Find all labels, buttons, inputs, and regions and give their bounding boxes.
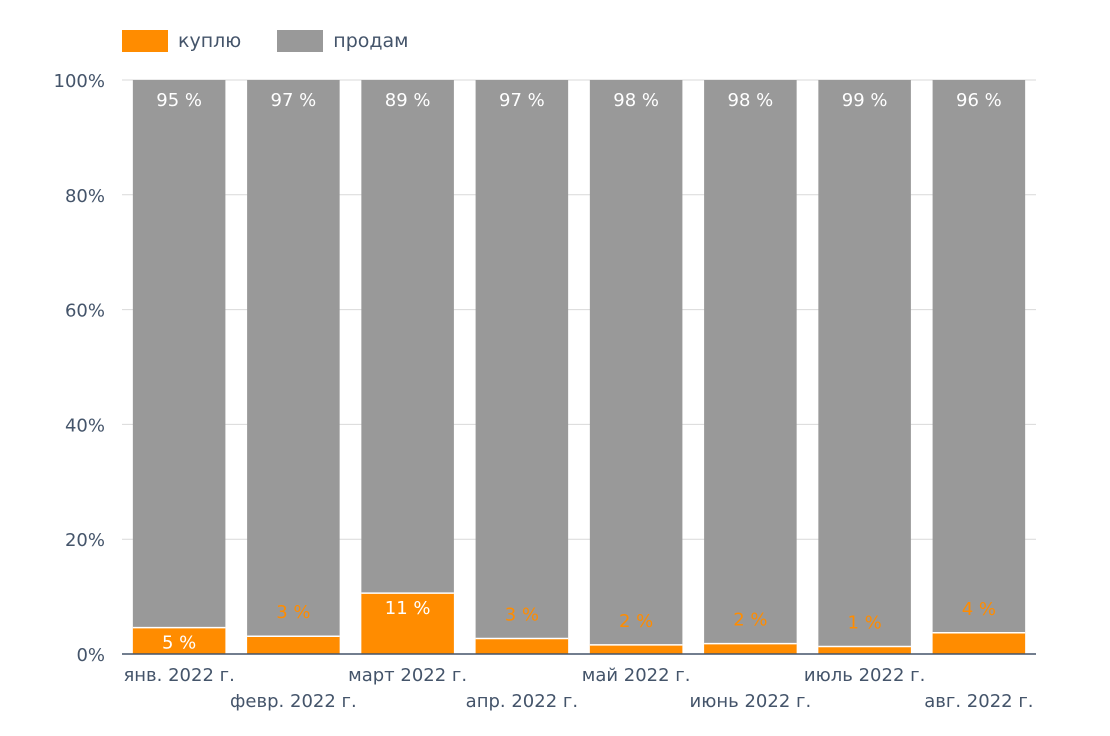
data-label-buy: 3 % [505,605,539,626]
data-label-buy: 4 % [962,599,996,620]
data-label-buy: 3 % [276,602,310,623]
bar-segment-buy [475,638,569,654]
x-tick-label: май 2022 г. [582,665,691,686]
x-tick-label: июль 2022 г. [804,665,925,686]
legend-item-buy: куплю [122,30,241,52]
bar-segment-sell [589,80,683,645]
y-tick-label: 0% [76,645,105,666]
bar-segment-buy [704,643,797,654]
x-tick-label: февр. 2022 г. [230,691,357,712]
legend: куплю продам [122,30,445,52]
data-label-sell: 96 % [956,90,1002,111]
bar-segment-sell [361,80,454,594]
data-label-sell: 97 % [499,90,545,111]
y-tick-label: 60% [65,301,105,322]
bar-segment-buy [932,632,1026,654]
bar-segment-buy [132,627,226,654]
data-label-sell: 89 % [385,90,431,111]
x-tick-label: янв. 2022 г. [123,665,234,686]
bar-segment-buy [247,636,340,654]
legend-item-sell: продам [277,30,409,52]
data-label-buy: 1 % [847,613,881,634]
bar-segment-sell [475,80,569,639]
y-tick-label: 100% [54,71,105,92]
y-tick-label: 80% [65,186,105,207]
legend-swatch-sell [277,30,324,52]
legend-label-buy: куплю [178,30,242,52]
legend-swatch-buy [122,30,168,52]
bar-segment-buy [589,644,683,654]
y-tick-label: 40% [65,415,105,436]
data-label-buy: 2 % [619,611,653,632]
bar-segment-sell [818,80,911,647]
bar-segment-sell [932,80,1026,633]
data-label-sell: 99 % [842,90,888,111]
data-label-sell: 98 % [613,90,659,111]
bar-segment-sell [132,80,226,628]
y-tick-label: 20% [65,530,105,551]
bar-segment-sell [247,80,340,637]
x-tick-label: апр. 2022 г. [466,691,578,712]
bar-segment-buy [361,593,454,654]
data-label-buy: 2 % [733,610,767,631]
x-tick-label: авг. 2022 г. [924,691,1033,712]
legend-label-sell: продам [333,30,409,52]
bar-segment-buy [818,646,911,654]
bar-segment-sell [704,80,797,644]
data-label-sell: 97 % [271,90,317,111]
data-label-sell: 98 % [728,90,774,111]
x-tick-label: июнь 2022 г. [690,691,812,712]
data-label-buy: 11 % [385,598,431,619]
data-label-sell: 95 % [156,90,202,111]
data-label-buy: 5 % [162,633,196,654]
x-tick-label: март 2022 г. [348,665,467,686]
